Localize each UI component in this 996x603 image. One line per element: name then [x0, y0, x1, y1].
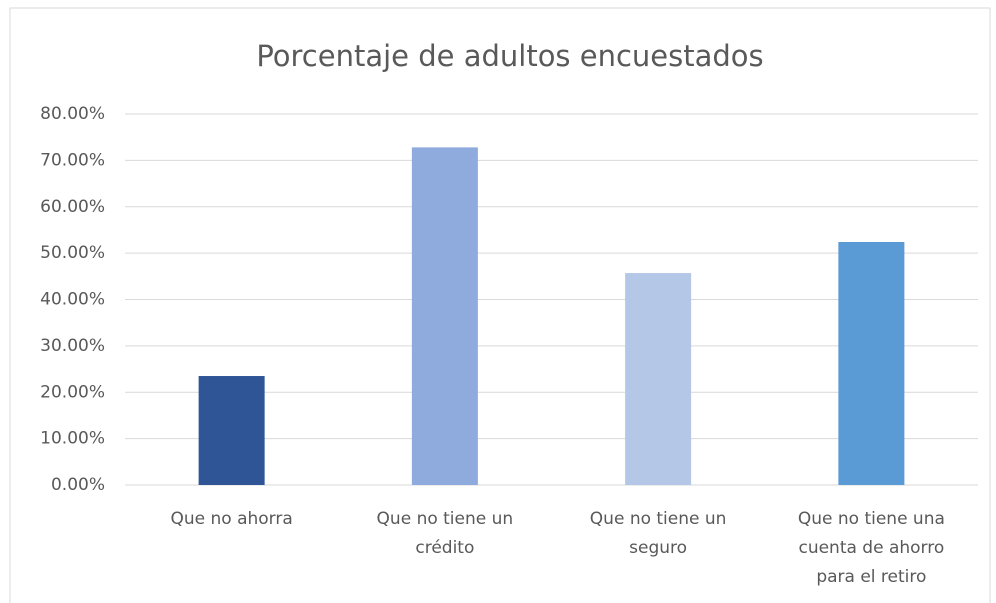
x-tick-label: Que no tiene una cuenta de ahorro para e…: [797, 509, 945, 587]
y-tick-label: 20.00%: [40, 382, 105, 402]
x-tick-label: Que no tiene un seguro: [589, 509, 727, 558]
y-tick-label: 30.00%: [40, 336, 105, 356]
y-tick-label: 0.00%: [51, 475, 105, 495]
y-tick-label: 70.00%: [40, 150, 105, 170]
y-tick-label: 10.00%: [40, 429, 105, 449]
chart-frame: [9, 7, 991, 603]
x-tick-label: Que no ahorra: [170, 509, 293, 529]
y-tick-label: 80.00%: [40, 104, 105, 124]
y-tick-label: 40.00%: [40, 290, 105, 310]
bar: [198, 376, 265, 485]
bar: [411, 147, 478, 485]
chart-title: Porcentaje de adultos encuestados: [256, 39, 763, 73]
bar: [625, 273, 692, 485]
y-tick-label: 50.00%: [40, 243, 105, 263]
x-tick-label: Que no tiene un crédito: [376, 509, 514, 558]
y-tick-label: 60.00%: [40, 197, 105, 217]
bar: [838, 241, 905, 485]
